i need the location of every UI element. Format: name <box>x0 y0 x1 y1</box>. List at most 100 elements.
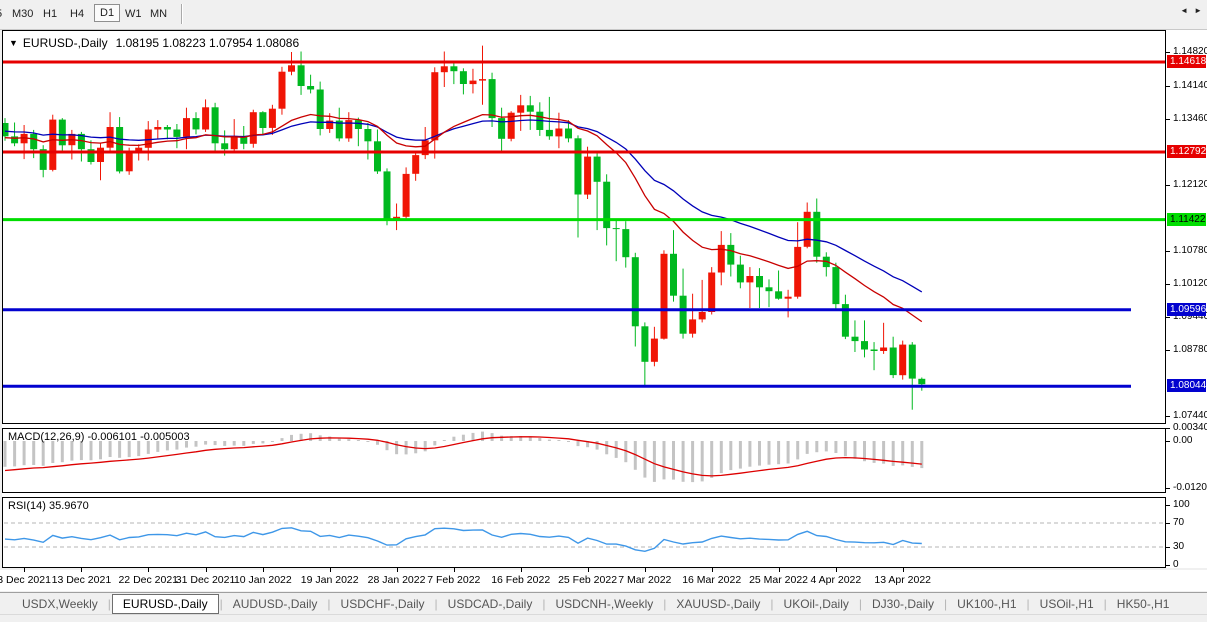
date-label: 25 Feb 2022 <box>558 574 618 586</box>
rsi-tick-100: 100 <box>1173 499 1190 510</box>
timeframe-button-D1[interactable]: D1 <box>94 4 121 22</box>
tab-separator: | <box>434 596 438 611</box>
price-tick-1.10780: 1.10780 <box>1173 245 1207 257</box>
price-tick-1.12120-tick <box>1166 185 1170 187</box>
chart-tab-usdchf-daily[interactable]: USDCHF-,Daily <box>340 596 425 611</box>
toolbar-separator <box>181 4 183 24</box>
macd-tick--0.012058: -0.012058 <box>1173 482 1207 493</box>
date-label: 7 Feb 2022 <box>427 574 481 586</box>
date-tick <box>520 568 522 572</box>
chart-tab-hk50-h1[interactable]: HK50-,H1 <box>1116 596 1170 611</box>
rsi-tick-0-tick <box>1166 565 1170 566</box>
rsi-label: RSI(14) 35.9670 <box>8 500 89 512</box>
tab-separator: | <box>944 596 948 611</box>
tab-separator: | <box>542 596 546 611</box>
tab-separator: | <box>770 596 774 611</box>
date-tick <box>396 568 398 572</box>
rsi-tick-30: 30 <box>1173 541 1185 552</box>
macd-tick-0.00-tick <box>1166 441 1170 442</box>
price-tick-1.13460: 1.13460 <box>1173 113 1207 125</box>
timeframe-button-H1[interactable]: H1 <box>43 8 58 20</box>
tab-separator: | <box>858 596 863 611</box>
price-line-badge-1.11422: 1.11422 <box>1167 212 1206 226</box>
chart-tab-usdcnh-weekly[interactable]: USDCNH-,Weekly <box>555 596 654 611</box>
rsi-tick-100-tick <box>1166 505 1170 506</box>
chart-tab-usdcad-daily[interactable]: USDCAD-,Daily <box>447 596 533 611</box>
chart-tab-uk100-h1[interactable]: UK100-,H1 <box>957 596 1017 611</box>
date-label: 10 Jan 2022 <box>233 574 292 586</box>
macd-tick--0.012058-tick <box>1166 488 1170 489</box>
price-tick-1.13460-tick <box>1166 119 1170 121</box>
price-tick-1.10120-tick <box>1166 283 1170 285</box>
date-label: 16 Mar 2022 <box>682 574 742 586</box>
price-line-badge-1.12792: 1.12792 <box>1167 145 1206 159</box>
tab-separator: | <box>107 596 111 611</box>
time-axis[interactable]: 3 Dec 2021 13 Dec 2021 22 Dec 2021 31 Dec 2… <box>0 570 1207 591</box>
price-axis[interactable]: 1.14820 1.14140 1.13460 1.12120 1.10780 1.101… <box>1166 30 1207 570</box>
macd-tick-0.003408: 0.003408 <box>1173 421 1207 433</box>
timeframe-toolbar: 5 M30 H1 H4 D1 W1 MN <box>0 0 1207 30</box>
price-tick-1.07440-tick <box>1166 416 1170 418</box>
price-tick-1.10120: 1.10120 <box>1173 277 1207 289</box>
chart-title: ▼ EURUSD-,Daily 1.08195 1.08223 1.07954 1.… <box>9 36 299 50</box>
tab-separator: | <box>1026 596 1030 611</box>
price-tick-1.09440: 1.09440 <box>1173 311 1207 323</box>
tab-separator: | <box>663 596 667 611</box>
date-tick <box>711 568 713 572</box>
chart-tab-usoil-h1[interactable]: USOil-,H1 <box>1039 596 1094 611</box>
price-line-badge-1.14618: 1.14618 <box>1167 54 1206 68</box>
date-label: 16 Feb 2022 <box>491 574 551 586</box>
macd-label: MACD(12,26,9) -0.006101 -0.005003 <box>8 431 190 443</box>
rsi-tick-0: 0 <box>1173 559 1179 570</box>
date-tick <box>205 568 207 572</box>
chart-tab-audusd-daily[interactable]: AUDUSD-,Daily <box>232 596 318 611</box>
chart-tab-usdx-weekly[interactable]: USDX,Weekly <box>22 596 98 611</box>
price-line-badge-1.08044: 1.08044 <box>1167 379 1206 393</box>
timeframe-button-M30[interactable]: M30 <box>12 8 34 20</box>
rsi-tick-70: 70 <box>1173 517 1185 528</box>
chart-symbol-label: EURUSD-,Daily <box>22 36 108 50</box>
price-tick-1.07440: 1.07440 <box>1173 410 1207 422</box>
candles-group <box>2 45 926 410</box>
symbol-dropdown-icon[interactable]: ▼ <box>9 38 18 48</box>
price-tick-1.10780-tick <box>1166 251 1170 253</box>
price-tick-1.14140-tick <box>1166 85 1170 87</box>
chart-tab-eurusd-daily[interactable]: EURUSD-,Daily <box>111 593 219 614</box>
tab-scroll-left-icon[interactable]: ◄ <box>1180 6 1189 15</box>
date-tick <box>24 568 26 572</box>
date-tick <box>902 568 904 572</box>
date-tick <box>644 568 646 572</box>
price-chart-panel[interactable] <box>2 30 1166 424</box>
price-tick-1.12120: 1.12120 <box>1173 179 1207 191</box>
date-tick <box>778 568 780 572</box>
macd-signal-line <box>4 436 922 477</box>
price-tick-1.14820-tick <box>1166 52 1170 53</box>
date-label: 31 Dec 2021 <box>175 574 236 586</box>
timeframe-button-H4[interactable]: H4 <box>70 8 85 20</box>
rsi-line <box>4 527 922 553</box>
rsi-indicator-panel[interactable] <box>2 497 1166 568</box>
date-label: 28 Jan 2022 <box>367 574 426 586</box>
tab-scroll-right-icon[interactable]: ► <box>1194 6 1202 15</box>
price-line-badge-1.09596: 1.09596 <box>1167 302 1206 316</box>
chart-tab-ukoil-daily[interactable]: UKOil-,Daily <box>783 596 849 611</box>
chart-ohlc-values: 1.08195 1.08223 1.07954 1.08086 <box>115 36 300 50</box>
price-tick-1.08780-tick <box>1166 349 1170 351</box>
chart-tab-xauusd-daily[interactable]: XAUUSD-,Daily <box>676 596 761 611</box>
macd-tick-0.003408-tick <box>1166 427 1170 429</box>
date-label: 4 Apr 2022 <box>810 574 862 586</box>
date-label: 22 Dec 2021 <box>118 574 179 586</box>
macd-indicator-panel[interactable] <box>2 428 1166 493</box>
ma-slow-line <box>4 119 923 293</box>
chart-tab-dj30-daily[interactable]: DJ30-,Daily <box>872 596 935 611</box>
date-label: 3 Dec 2021 <box>0 574 51 586</box>
timeframe-button-W1[interactable]: W1 <box>125 8 142 20</box>
date-tick <box>587 568 589 572</box>
date-tick <box>81 568 83 572</box>
timeframe-button-MN[interactable]: MN <box>150 8 168 20</box>
timeframe-button-5[interactable]: 5 <box>0 8 2 20</box>
chart-tab-bar: USDX,Weekly | EURUSD-,Daily | AUDUSD-,Daily |… <box>0 592 1207 614</box>
date-label: 19 Jan 2022 <box>300 574 359 586</box>
date-label: 25 Mar 2022 <box>749 574 809 586</box>
date-tick <box>329 568 331 572</box>
